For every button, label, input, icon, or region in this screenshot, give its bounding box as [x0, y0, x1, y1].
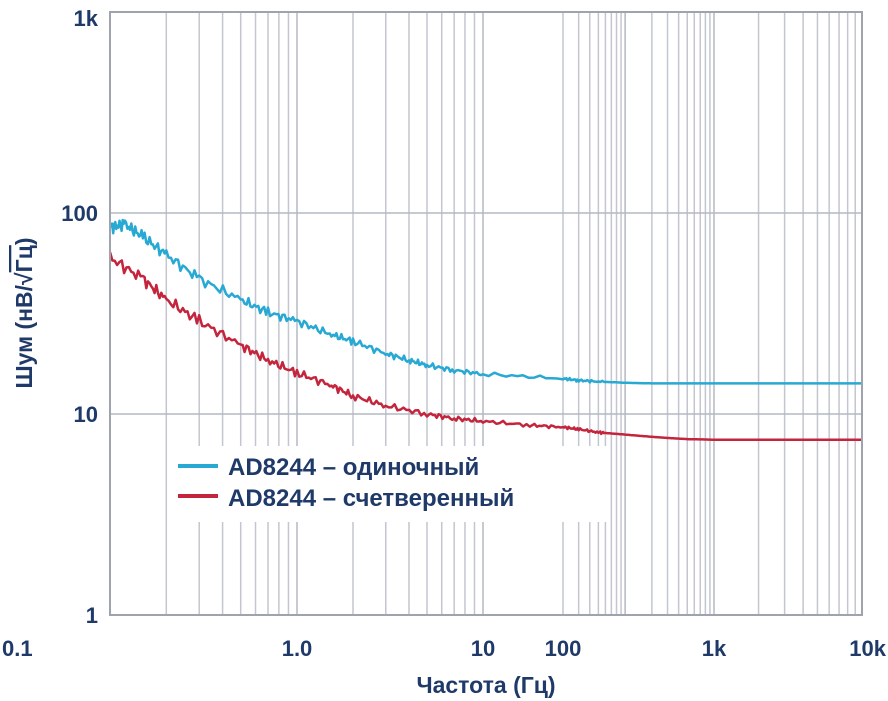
y-tick-label: 100 — [61, 201, 98, 226]
series-line-0 — [108, 218, 862, 385]
x-tick-label: 100 — [545, 636, 582, 661]
y-axis-title-root: Гц — [11, 245, 37, 272]
x-axis-title: Частота (Гц) — [416, 672, 555, 698]
series-group — [108, 218, 862, 441]
legend-background — [168, 446, 608, 522]
x-tick-label: 1.0 — [282, 636, 313, 661]
x-tick-label: 10 — [471, 636, 495, 661]
y-tick-label: 1k — [74, 6, 99, 31]
y-tick-label: 1 — [86, 603, 98, 628]
x-tick-label: 10k — [849, 636, 886, 661]
y-tick-labels: 1 10 100 1k — [61, 6, 98, 628]
series-line-1 — [108, 251, 862, 441]
y-axis-title-close: ) — [11, 237, 37, 245]
legend-label-quad: AD8244 – счетверенный — [228, 485, 514, 512]
y-axis-title-sqrt: √ — [11, 272, 37, 285]
x-tick-label: 1k — [702, 636, 727, 661]
legend-label-single: AD8244 – одиночный — [228, 454, 479, 481]
y-tick-label: 10 — [74, 402, 98, 427]
svg-text:Шум (нВ/√Гц): Шум (нВ/√Гц) — [11, 237, 37, 388]
x-tick-labels: 0.1 1.0 10 100 1k 10k — [2, 636, 887, 661]
y-axis-title-main: Шум (нВ/ — [11, 284, 37, 388]
x-tick-label: 0.1 — [2, 636, 33, 661]
y-axis-title: Шум (нВ/√Гц) — [11, 237, 37, 388]
plot-frame — [109, 11, 863, 616]
